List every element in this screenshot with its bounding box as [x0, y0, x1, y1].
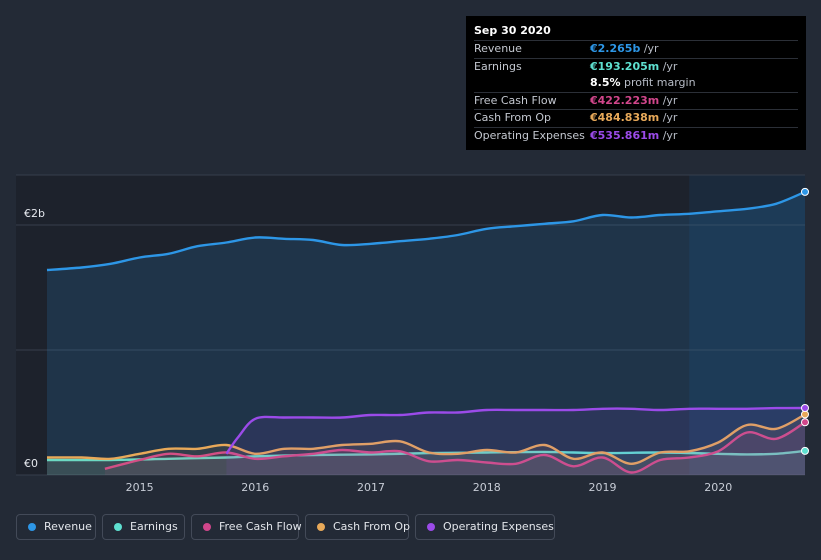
y-axis-label: €2b — [24, 207, 45, 220]
x-tick-label: 2016 — [241, 481, 269, 494]
legend-dot-icon — [28, 523, 36, 531]
free-cash-flow-area — [104, 422, 805, 475]
tooltip-row: Earnings €193.205m /yr — [474, 57, 798, 76]
legend-label: Revenue — [44, 520, 92, 533]
tooltip-row-value: 8.5% profit margin — [590, 76, 696, 89]
legend-item-operating-expenses[interactable]: Operating Expenses — [415, 514, 555, 540]
y-axis-label: €0 — [24, 457, 38, 470]
legend-label: Operating Expenses — [443, 520, 554, 533]
free-cash-flow-end-point — [801, 418, 809, 427]
legend-dot-icon — [203, 523, 211, 531]
tooltip-row-value: €2.265b /yr — [590, 42, 659, 55]
legend-item-revenue[interactable]: Revenue — [16, 514, 96, 540]
operating-expenses-line — [225, 406, 806, 455]
legend-item-earnings[interactable]: Earnings — [102, 514, 185, 540]
revenue-line — [46, 190, 806, 272]
tooltip-row: Free Cash Flow €422.223m /yr — [474, 91, 798, 110]
cash-from-op-line — [46, 413, 806, 465]
tooltip-row: Revenue €2.265b /yr — [474, 40, 798, 58]
cash-from-op-area — [47, 414, 805, 475]
operating-expenses-area — [226, 408, 805, 475]
tooltip-row: 8.5% profit margin — [474, 75, 798, 92]
tooltip-row-value: €535.861m /yr — [590, 128, 678, 142]
x-tick-label: 2020 — [704, 481, 732, 494]
tooltip-title: Sep 30 2020 — [474, 24, 551, 37]
tooltip-panel: Sep 30 2020 Revenue €2.265b /yr Earnings €1… — [466, 16, 806, 150]
legend-label: Earnings — [130, 520, 178, 533]
tooltip-row-value: €484.838m /yr — [590, 111, 678, 124]
x-tick-label: 2018 — [473, 481, 501, 494]
legend-label: Free Cash Flow — [219, 520, 302, 533]
tooltip-row-label: Earnings — [474, 59, 522, 73]
legend-item-free-cash-flow[interactable]: Free Cash Flow — [191, 514, 302, 540]
earnings-end-point — [801, 446, 809, 455]
legend-label: Cash From Op — [333, 520, 411, 533]
tooltip-row-label: Operating Expenses — [474, 128, 585, 142]
tooltip-row-label: Cash From Op — [474, 111, 552, 124]
revenue-area — [47, 191, 805, 475]
tooltip-row-value: €422.223m /yr — [590, 93, 678, 107]
x-tick-label: 2017 — [357, 481, 385, 494]
x-tick-label: 2019 — [588, 481, 616, 494]
tooltip-row: Operating Expenses €535.861m /yr — [474, 126, 798, 145]
x-tick-label: 2015 — [126, 481, 154, 494]
tooltip-row-label: Free Cash Flow — [474, 93, 557, 107]
tooltip-row: Cash From Op €484.838m /yr — [474, 109, 798, 127]
revenue-end-point — [801, 187, 809, 196]
legend-dot-icon — [427, 523, 435, 531]
tooltip-row-value: €193.205m /yr — [590, 59, 678, 73]
legend-dot-icon — [317, 523, 325, 531]
legend-item-cash-from-op[interactable]: Cash From Op — [305, 514, 411, 540]
legend-dot-icon — [114, 523, 122, 531]
operating-expenses-end-point — [801, 404, 809, 412]
tooltip-row-label: Revenue — [474, 42, 522, 55]
